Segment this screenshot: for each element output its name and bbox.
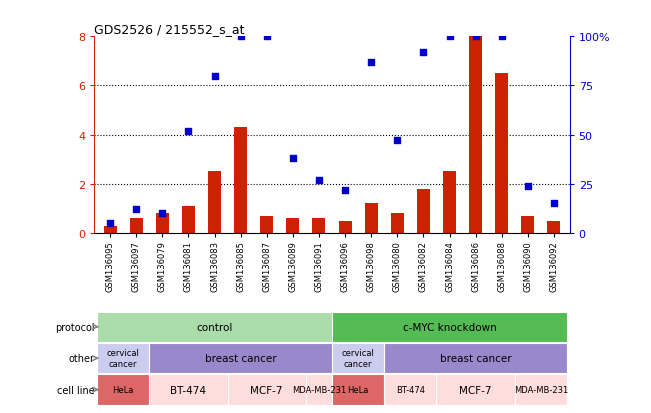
Bar [228,375,306,405]
Text: GDS2526 / 215552_s_at: GDS2526 / 215552_s_at [94,23,245,36]
Bar [332,312,567,342]
Text: BT-474: BT-474 [171,385,206,395]
Text: breast cancer: breast cancer [205,353,277,363]
Text: HeLa: HeLa [348,385,369,394]
Text: control: control [197,322,232,332]
Point [366,59,376,66]
Bar [495,74,508,233]
Point [262,34,272,40]
Point [183,128,193,135]
Bar [260,216,273,233]
Bar [156,214,169,233]
Bar [436,375,515,405]
Point [210,73,220,80]
Bar [97,343,149,373]
Point [340,187,350,193]
Text: cell line: cell line [57,385,95,395]
Bar [182,206,195,233]
Point [471,34,481,40]
Point [444,34,454,40]
Text: MDA-MB-231: MDA-MB-231 [292,385,346,394]
Point [523,183,533,190]
Text: HeLa: HeLa [113,385,134,394]
Bar [443,172,456,233]
Bar [391,214,404,233]
Bar [365,204,378,233]
Bar [234,128,247,233]
Text: BT-474: BT-474 [396,385,425,394]
Text: MCF-7: MCF-7 [251,385,283,395]
Point [236,34,246,40]
Bar [332,375,384,405]
Text: cervical
cancer: cervical cancer [107,349,139,368]
Text: c-MYC knockdown: c-MYC knockdown [402,322,496,332]
Bar [332,343,384,373]
Point [288,156,298,162]
Bar [97,375,149,405]
Point [157,211,167,217]
Bar [515,375,567,405]
Bar [149,343,332,373]
Bar [286,218,299,233]
Bar [306,375,332,405]
Bar [130,218,143,233]
Text: other: other [69,353,95,363]
Text: MCF-7: MCF-7 [460,385,492,395]
Point [314,177,324,184]
Point [105,220,115,227]
Bar [417,189,430,233]
Bar [97,312,332,342]
Bar [339,221,352,233]
Point [392,138,402,145]
Bar [384,375,436,405]
Text: breast cancer: breast cancer [440,353,512,363]
Point [549,201,559,207]
Point [131,206,141,213]
Bar [547,221,561,233]
Bar [149,375,228,405]
Bar [469,37,482,233]
Bar [521,216,534,233]
Text: protocol: protocol [55,322,95,332]
Bar [312,218,326,233]
Point [497,34,507,40]
Bar [104,226,117,233]
Text: cervical
cancer: cervical cancer [342,349,374,368]
Point [418,50,428,56]
Bar [384,343,567,373]
Bar [208,172,221,233]
Text: MDA-MB-231: MDA-MB-231 [514,385,568,394]
